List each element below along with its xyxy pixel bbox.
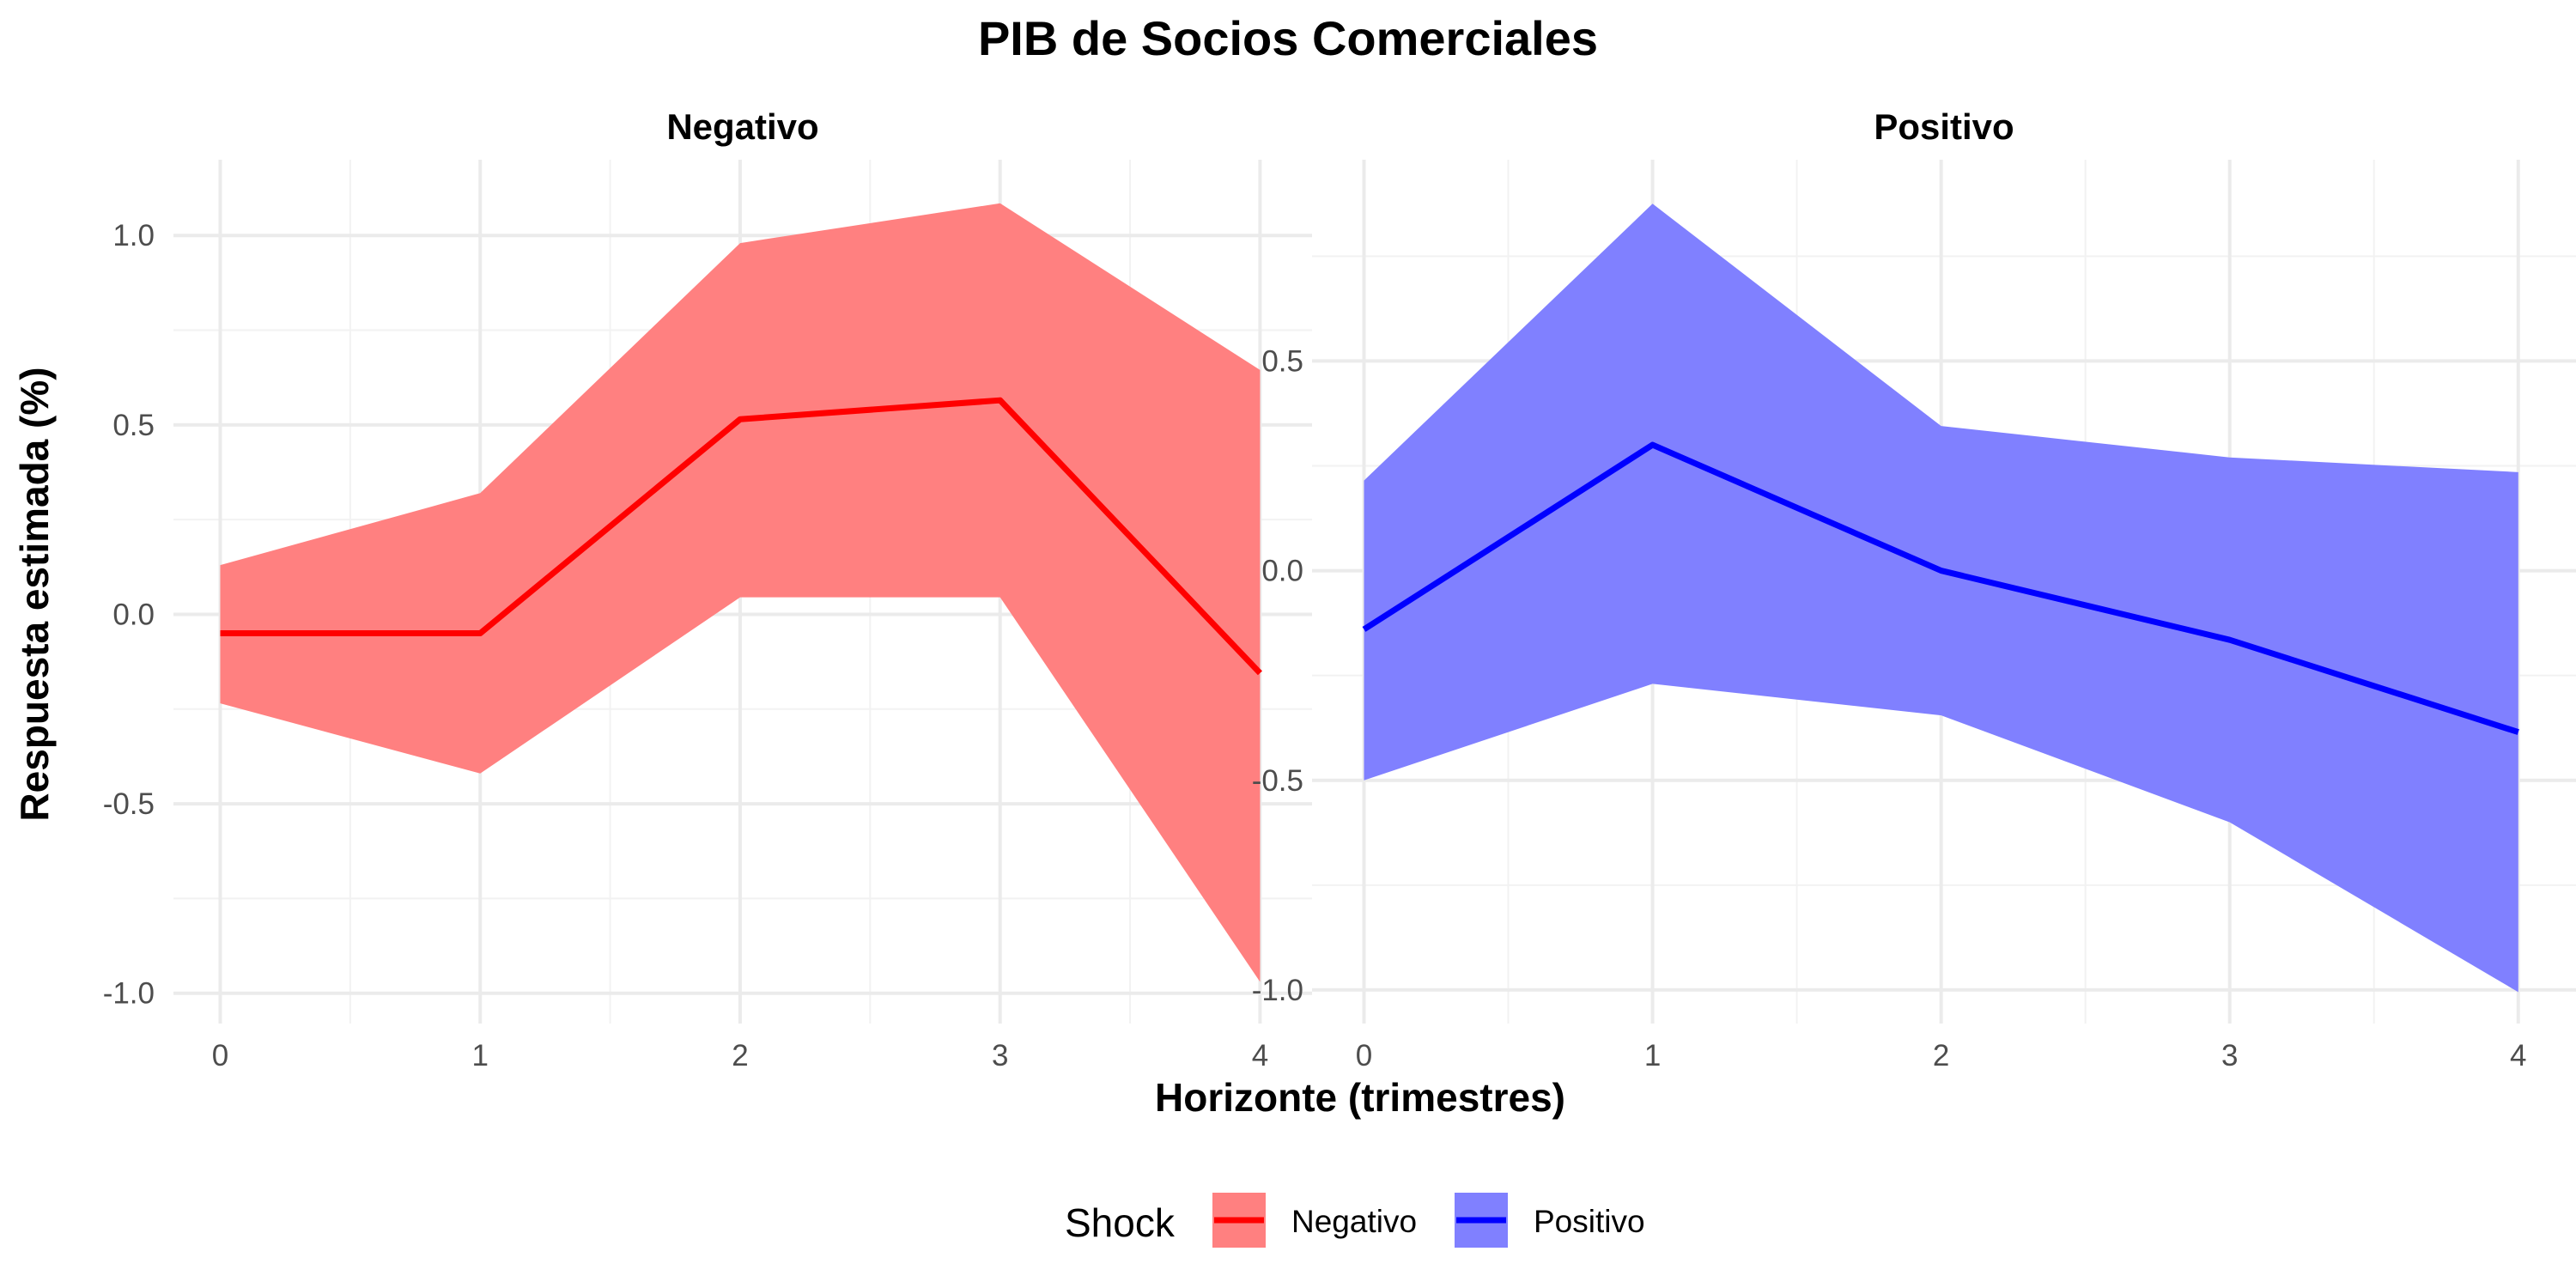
- y-tick-label: 0.0: [1261, 555, 1303, 588]
- y-tick-label: -0.5: [103, 787, 155, 821]
- panel-title-negativo: Negativo: [666, 106, 818, 147]
- y-tick-label: 0.0: [112, 598, 155, 631]
- x-tick-label: 2: [1933, 1039, 1949, 1072]
- x-axis-title: Horizonte (trimestres): [1155, 1075, 1565, 1120]
- x-tick-label: 0: [212, 1039, 228, 1072]
- y-tick-label: 0.5: [1261, 344, 1303, 378]
- x-tick-label: 0: [1356, 1039, 1372, 1072]
- panel-negativo: 0 1 2 3 4 -1.0 -0.5 0.0 0.5 1.0 Negativo: [103, 106, 1312, 1072]
- panel-positivo: 0 1 2 3 4 -1.0 -0.5 0.0 0.5 Positivo: [1252, 106, 2576, 1072]
- line-negativo: [220, 397, 1262, 676]
- line-positivo: [1362, 441, 2519, 735]
- y-tick-label: -1.0: [1252, 974, 1303, 1007]
- legend-title: Shock: [1065, 1200, 1176, 1245]
- y-tick-label: 1.0: [112, 219, 155, 252]
- x-tick-label: 2: [732, 1039, 748, 1072]
- legend: Shock Negativo Positivo: [1065, 1193, 1645, 1248]
- legend-label-positivo: Positivo: [1534, 1204, 1645, 1239]
- y-tick-label: 0.5: [112, 409, 155, 442]
- x-tick-label: 4: [2510, 1039, 2526, 1072]
- y-axis-title: Respuesta estimada (%): [12, 367, 57, 821]
- panel-title-positivo: Positivo: [1874, 106, 2014, 147]
- x-tick-label: 3: [992, 1039, 1008, 1072]
- chart-title: PIB de Socios Comerciales: [978, 11, 1598, 65]
- legend-label-negativo: Negativo: [1291, 1204, 1417, 1239]
- ribbon-positivo: [1364, 204, 2518, 993]
- y-tick-label: -1.0: [103, 977, 155, 1011]
- x-tick-label: 4: [1252, 1039, 1268, 1072]
- x-tick-label: 1: [1644, 1039, 1661, 1072]
- x-tick-label: 3: [2221, 1039, 2238, 1072]
- x-tick-label: 1: [471, 1039, 488, 1072]
- y-tick-label: -0.5: [1252, 764, 1303, 798]
